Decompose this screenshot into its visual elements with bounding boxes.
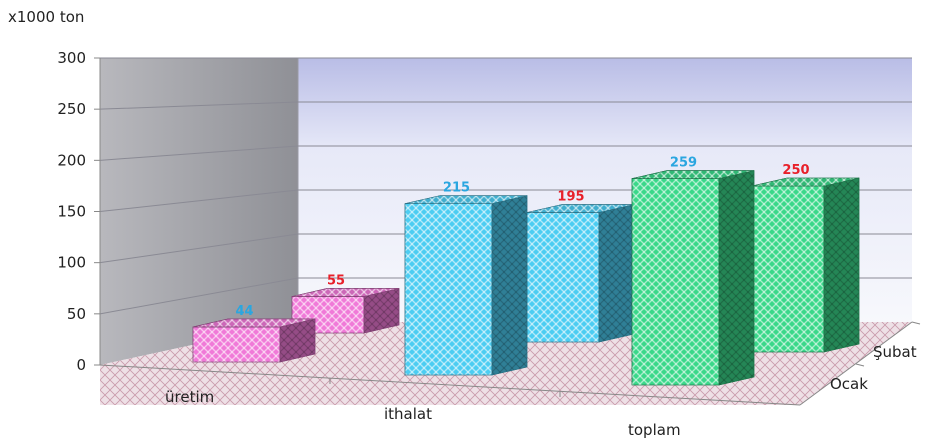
depth-tick-2: [911, 321, 921, 325]
bar-ithalat-Şubat: [526, 204, 635, 343]
unit-label: x1000 ton: [8, 8, 84, 26]
bar-top-pattern: [291, 288, 400, 297]
bar-üretim-Ocak: [192, 318, 316, 363]
bar-front-pattern: [192, 326, 281, 363]
data-label-üretim-Ocak: 44: [235, 304, 253, 319]
y-axis: 0 50 100 150 200 250 300: [57, 49, 101, 374]
bar-front-pattern: [631, 178, 720, 386]
y-tick-label-300: 300: [57, 49, 86, 67]
gridline-200: [99, 145, 912, 161]
bar-toplam-Ocak: [631, 170, 755, 386]
bar-side-pattern: [718, 170, 755, 386]
bar-top-pattern: [751, 177, 860, 187]
y-tick-label-50: 50: [67, 305, 86, 323]
category-label-ithalat: ithalat: [384, 405, 432, 423]
y-tick-label-250: 250: [57, 100, 86, 118]
depth-tick-1: [855, 363, 865, 367]
y-tick-label-100: 100: [57, 254, 86, 272]
bar-top-pattern: [404, 195, 528, 204]
data-label-ithalat-Ocak: 215: [443, 181, 470, 196]
bar-side-pattern: [491, 195, 528, 376]
bar-front-pattern: [404, 203, 493, 376]
bar-front-pattern: [526, 212, 600, 343]
data-labels: 55 195 250 44 215 259: [235, 156, 809, 319]
series-label-ocak: Ocak: [830, 375, 868, 393]
y-tick-label-0: 0: [76, 356, 86, 374]
y-tick-label-150: 150: [57, 203, 86, 221]
side-wall: [100, 58, 298, 365]
category-label-toplam: toplam: [628, 421, 681, 439]
series-label-subat: Şubat: [873, 343, 917, 361]
category-label-uretim: üretim: [165, 388, 214, 406]
depth-axis-line: [799, 321, 913, 406]
bar-top-pattern: [192, 318, 316, 328]
bar-side-pattern: [823, 177, 860, 353]
bar-ithalat-Ocak: [404, 195, 528, 376]
bar-side-pattern: [598, 204, 635, 343]
x-axis-line: [99, 364, 801, 406]
bar-top-pattern: [631, 170, 755, 179]
bars: [192, 170, 860, 386]
gridline-250: [99, 101, 912, 110]
data-label-toplam-Ocak: 259: [670, 156, 697, 171]
bar-üretim-Şubat: [291, 288, 400, 334]
data-label-toplam-Şubat: 250: [782, 163, 809, 178]
bar-toplam-Şubat: [751, 177, 860, 353]
y-tick-label-200: 200: [57, 151, 86, 169]
data-label-ithalat-Şubat: 195: [557, 190, 584, 205]
bar-front-pattern: [751, 185, 825, 353]
data-label-üretim-Şubat: 55: [327, 273, 345, 288]
